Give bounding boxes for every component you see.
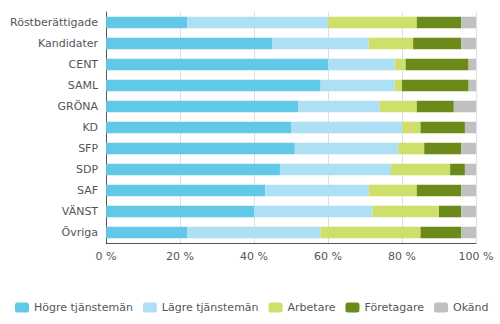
svg-text:60 %: 60 % <box>314 250 342 263</box>
svg-text:SFP: SFP <box>78 142 98 155</box>
svg-text:Arbetare: Arbetare <box>288 301 336 314</box>
svg-text:Företagare: Företagare <box>364 301 424 314</box>
svg-text:Högre tjänstemän: Högre tjänstemän <box>34 301 133 314</box>
svg-text:SDP: SDP <box>76 163 98 176</box>
svg-text:Okänd: Okänd <box>453 301 489 314</box>
svg-text:SAML: SAML <box>68 79 99 92</box>
svg-text:Lägre tjänstemän: Lägre tjänstemän <box>162 301 259 314</box>
svg-text:0 %: 0 % <box>96 250 117 263</box>
svg-text:80 %: 80 % <box>388 250 416 263</box>
svg-text:GRÖNA: GRÖNA <box>57 100 98 113</box>
svg-text:CENT: CENT <box>68 58 98 71</box>
svg-text:100 %: 100 % <box>459 250 494 263</box>
svg-text:KD: KD <box>82 121 98 134</box>
svg-text:Kandidater: Kandidater <box>38 37 99 50</box>
svg-text:VÄNST: VÄNST <box>62 205 99 218</box>
svg-text:20 %: 20 % <box>166 250 194 263</box>
svg-text:40 %: 40 % <box>240 250 268 263</box>
svg-text:Röstberättigade: Röstberättigade <box>10 16 98 29</box>
svg-text:Övriga: Övriga <box>62 226 98 239</box>
svg-text:SAF: SAF <box>77 184 98 197</box>
